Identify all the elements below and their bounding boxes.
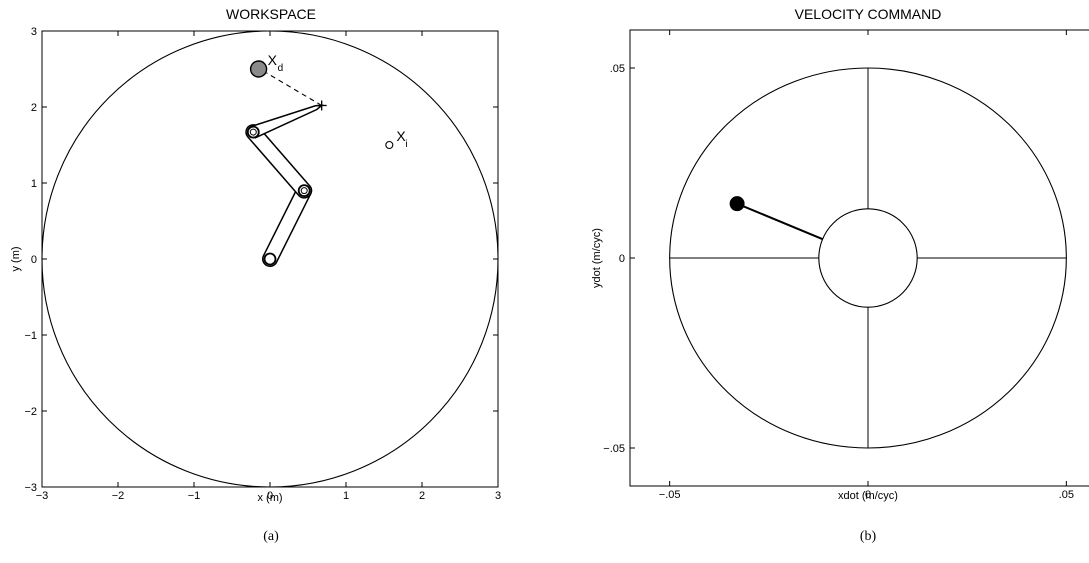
velocity-ticks: −.05 0 .05 −.05 0 .05 [603,30,1074,501]
velocity-xtick-label: 0 [865,489,871,501]
dashed-error-line [266,72,322,106]
velocity-xtick-label: .05 [1059,489,1074,501]
desired-point-marker [249,60,268,78]
workspace-xtick-label: 1 [343,490,349,502]
arm-joint-inner-2 [249,128,257,136]
workspace-ticks: −3 −2 −1 0 1 2 3 −3 −2 −1 0 1 2 3 [24,26,501,502]
initial-point-marker [385,140,394,150]
velocity-command-point [729,196,745,212]
initial-point-label: X [396,128,406,144]
workspace-title: WORKSPACE [226,6,316,22]
arm-link-3-end-effector [250,104,324,139]
workspace-ytick-label: 3 [31,26,37,38]
workspace-caption: (a) [263,529,279,544]
workspace-xlabel: x (m) [257,492,282,504]
velocity-xtick-label: −.05 [659,489,681,501]
initial-point-subscript: i [405,139,407,150]
workspace-xtick-label: 0 [267,490,273,502]
velocity-ytick-label: .05 [610,63,625,75]
workspace-xtick-label: −2 [112,490,125,502]
velocity-plot-content [669,67,1067,449]
workspace-ytick-label: −1 [24,330,37,342]
velocity-title: VELOCITY COMMAND [795,6,942,22]
velocity-caption: (b) [860,529,877,544]
workspace-xtick-label: 2 [419,490,425,502]
workspace-xtick-label: 3 [495,490,501,502]
velocity-xlabel: xdot (m/cyc) [838,490,898,502]
velocity-panel: VELOCITY COMMAND −.05 0 .05 −.05 0 .05 xdot (… [591,6,1089,544]
workspace-ytick-label: 2 [31,102,37,114]
arm-link-fill-1 [263,184,311,266]
arm-link-fill-2 [246,125,311,198]
desired-point-label: X [268,52,278,68]
workspace-ytick-label: −2 [24,406,37,418]
velocity-ytick-label: −.05 [603,443,625,455]
desired-point-subscript: d [278,63,284,74]
workspace-xtick-label: −3 [36,490,49,502]
arm-joint-inner-1 [300,187,308,195]
workspace-ytick-label: −3 [24,482,37,494]
workspace-ytick-label: 1 [31,178,37,190]
workspace-ylabel: y (m) [10,246,22,271]
arm-joint-0 [263,252,277,266]
velocity-ylabel: ydot (m/cyc) [591,228,603,288]
workspace-ytick-label: 0 [31,254,37,266]
velocity-ytick-label: 0 [619,253,625,265]
workspace-xtick-label: −1 [188,490,201,502]
velocity-origin-circle [818,208,918,308]
